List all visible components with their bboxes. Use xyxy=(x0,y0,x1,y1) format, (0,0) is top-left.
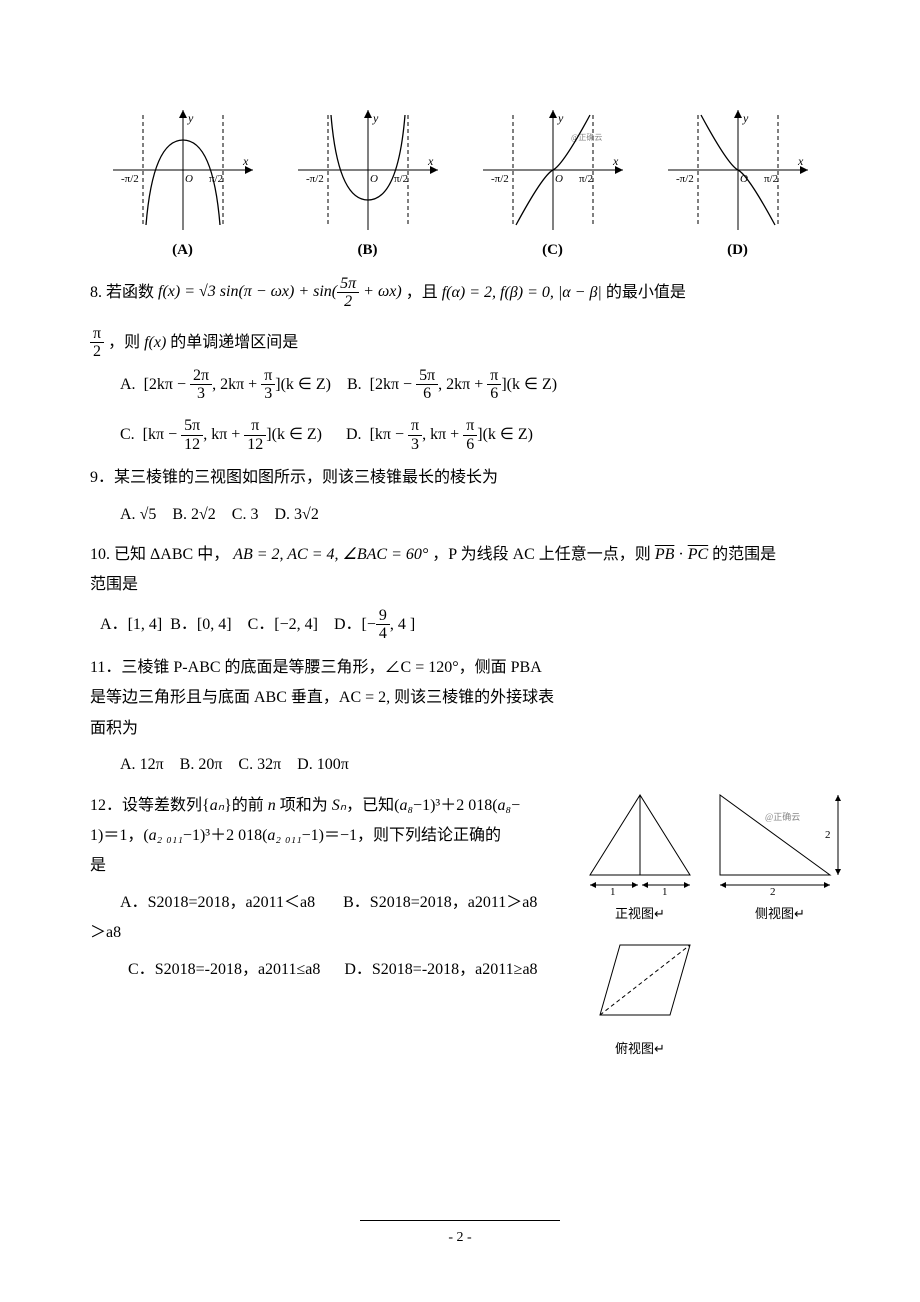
q11-line3: 面积为 xyxy=(90,714,610,744)
graph-a: y x O -π/2 π/2 (A) xyxy=(103,110,263,265)
q10-line2: 范围是 xyxy=(90,570,830,600)
svg-text:1: 1 xyxy=(610,886,616,898)
top-view-label: 俯视图 xyxy=(615,1041,654,1056)
page-number: - 2 - xyxy=(448,1230,471,1245)
svg-text:x: x xyxy=(797,154,804,168)
q12-line1: 12．设等差数列{aₙ}的前 n 项和为 Sₙ，已知(a₈−1)³＋2 018(… xyxy=(90,791,610,821)
q8-optC: [kπ − 5π12, kπ + π12](k ∈ Z) xyxy=(143,426,322,443)
page-footer: - 2 - xyxy=(0,1220,920,1252)
svg-text:y: y xyxy=(187,111,194,125)
q8-optB: [2kπ − 5π6, 2kπ + π6](k ∈ Z) xyxy=(370,376,557,393)
q12-line2: 1)＝1，(a₂ ₀₁₁−1)³＋2 018(a₂ ₀₁₁−1)＝−1，则下列结… xyxy=(90,821,610,851)
svg-text:O: O xyxy=(185,173,193,185)
graph-d-svg: y x O -π/2 π/2 xyxy=(668,110,808,230)
graph-a-svg: y x O -π/2 π/2 xyxy=(113,110,253,230)
q12-optA: S2018=2018，a2011＜a8 xyxy=(148,894,316,911)
svg-text:x: x xyxy=(427,154,434,168)
q10-tail: 的范围是 xyxy=(712,546,776,563)
q10-dot: PB · PC xyxy=(655,546,708,563)
svg-text:y: y xyxy=(557,111,564,125)
svg-text:x: x xyxy=(612,154,619,168)
svg-text:O: O xyxy=(370,173,378,185)
side-view-label: 侧视图 xyxy=(755,906,794,921)
q11-line2: 是等边三角形且与底面 ABC 垂直，AC = 2, 则该三棱锥的外接球表 xyxy=(90,683,610,713)
q9-optD: 3√2 xyxy=(294,506,319,523)
svg-text:π/2: π/2 xyxy=(579,173,593,185)
graph-c: y x O -π/2 π/2 @正确云 (C) xyxy=(473,110,633,265)
svg-text:-π/2: -π/2 xyxy=(306,173,324,185)
graph-c-label: (C) xyxy=(542,236,563,265)
graph-b: y x O -π/2 π/2 (B) xyxy=(288,110,448,265)
graph-b-label: (B) xyxy=(358,236,378,265)
graph-d-label: (D) xyxy=(727,236,748,265)
q11: 11．三棱锥 P-ABC 的底面是等腰三角形，∠C = 120°，侧面 PBA … xyxy=(90,653,610,781)
q8-opts: A. [2kπ − 2π3, 2kπ + π3](k ∈ Z) B. [2kπ … xyxy=(90,367,830,453)
q11-optB: 20π xyxy=(198,756,222,773)
q11-line1: 11．三棱锥 P-ABC 的底面是等腰三角形，∠C = 120°，侧面 PBA xyxy=(90,653,610,683)
svg-text:@正确云: @正确云 xyxy=(765,811,800,822)
side-view: 2 @正确云 2 侧视图↵ xyxy=(710,790,850,927)
svg-text:π/2: π/2 xyxy=(209,173,223,185)
graph-row: y x O -π/2 π/2 (A) y x O -π/2 xyxy=(90,110,830,265)
q8-mid: ，且 xyxy=(406,283,442,300)
graph-c-svg: y x O -π/2 π/2 @正确云 xyxy=(483,110,623,230)
q10-optA: [1, 4] xyxy=(128,616,163,633)
q9-stem: 9．某三棱锥的三视图如图所示，则该三棱锥最长的棱长为 xyxy=(90,463,830,493)
graph-d: y x O -π/2 π/2 (D) xyxy=(658,110,818,265)
svg-text:π/2: π/2 xyxy=(764,173,778,185)
svg-text:O: O xyxy=(555,173,563,185)
q11-optC: 32π xyxy=(257,756,281,773)
q8-cond: f(α) = 2, f(β) = 0, |α − β| xyxy=(442,283,602,300)
q10: 10. 已知 ΔABC 中， AB = 2, AC = 4, ∠BAC = 60… xyxy=(90,540,830,570)
q8-line2-tail: 的单调递增区间是 xyxy=(170,333,298,350)
q12-optC: S2018=-2018，a2011≤a8 xyxy=(155,961,321,978)
q11-optD: 100π xyxy=(317,756,349,773)
q10-optC: [−2, 4] xyxy=(274,616,318,633)
svg-text:π/2: π/2 xyxy=(394,173,408,185)
svg-text:-π/2: -π/2 xyxy=(676,173,694,185)
q8-prefix: 8. 若函数 xyxy=(90,283,158,300)
q9-optA: √5 xyxy=(140,506,157,523)
svg-text:2: 2 xyxy=(770,886,776,898)
svg-text:y: y xyxy=(372,111,379,125)
graph-a-label: (A) xyxy=(172,236,193,265)
page: y x O -π/2 π/2 (A) y x O -π/2 xyxy=(0,0,920,1302)
q10-opts: A．[1, 4] B．[0, 4] C．[−2, 4] D．[−94, 4 ] xyxy=(90,607,830,643)
q9-optC: 3 xyxy=(250,506,258,523)
front-view-label: 正视图 xyxy=(615,906,654,921)
q12-optD: S2018=-2018，a2011≥a8 xyxy=(372,961,538,978)
q8-tail1: 的最小值是 xyxy=(606,283,686,300)
q8-line2-fx: f(x) xyxy=(144,333,166,350)
q10-cond: AB = 2, AC = 4, ∠BAC = 60° xyxy=(233,546,428,563)
q12-line3: 是 xyxy=(90,851,610,881)
q12-gt-tail: ＞a8 xyxy=(90,918,610,948)
footer-rule xyxy=(360,1220,560,1221)
q8-optD: [kπ − π3, kπ + π6](k ∈ Z) xyxy=(370,426,533,443)
svg-text:-π/2: -π/2 xyxy=(121,173,139,185)
svg-text:-π/2: -π/2 xyxy=(491,173,509,185)
svg-text:1: 1 xyxy=(662,886,668,898)
svg-text:x: x xyxy=(242,154,249,168)
svg-text:2: 2 xyxy=(825,829,831,841)
q9-optB: 2√2 xyxy=(191,506,216,523)
q10-prefix: 10. 已知 ΔABC 中， xyxy=(90,546,229,563)
q11-optA: 12π xyxy=(140,756,164,773)
q9: 9．某三棱锥的三视图如图所示，则该三棱锥最长的棱长为 A. √5 B. 2√2 … xyxy=(90,463,830,530)
svg-text:y: y xyxy=(742,111,749,125)
q10-mid: ，P 为线段 AC 上任意一点，则 xyxy=(432,546,655,563)
three-view: 1 1 正视图↵ 2 @正确云 xyxy=(580,790,860,1061)
q12-optB: S2018=2018，a2011＞a8 xyxy=(370,894,538,911)
graph-b-svg: y x O -π/2 π/2 xyxy=(298,110,438,230)
front-view: 1 1 正视图↵ xyxy=(580,790,700,927)
q10-optD: [−94, 4 ] xyxy=(362,616,416,633)
top-view: 俯视图↵ xyxy=(580,935,700,1062)
q8-fx: f(x) = √3 sin(π − ωx) + sin(5π2 + ωx) xyxy=(158,283,406,300)
q8: 8. 若函数 f(x) = √3 sin(π − ωx) + sin(5π2 +… xyxy=(90,275,830,311)
q12: 12．设等差数列{aₙ}的前 n 项和为 Sₙ，已知(a₈−1)³＋2 018(… xyxy=(90,791,610,985)
q8-line2-mid: ，则 xyxy=(108,333,144,350)
q8-line2: π2 ，则 f(x) 的单调递增区间是 xyxy=(90,325,830,361)
q10-optB: [0, 4] xyxy=(197,616,232,633)
q8-optA: [2kπ − 2π3, 2kπ + π3](k ∈ Z) xyxy=(144,376,331,393)
